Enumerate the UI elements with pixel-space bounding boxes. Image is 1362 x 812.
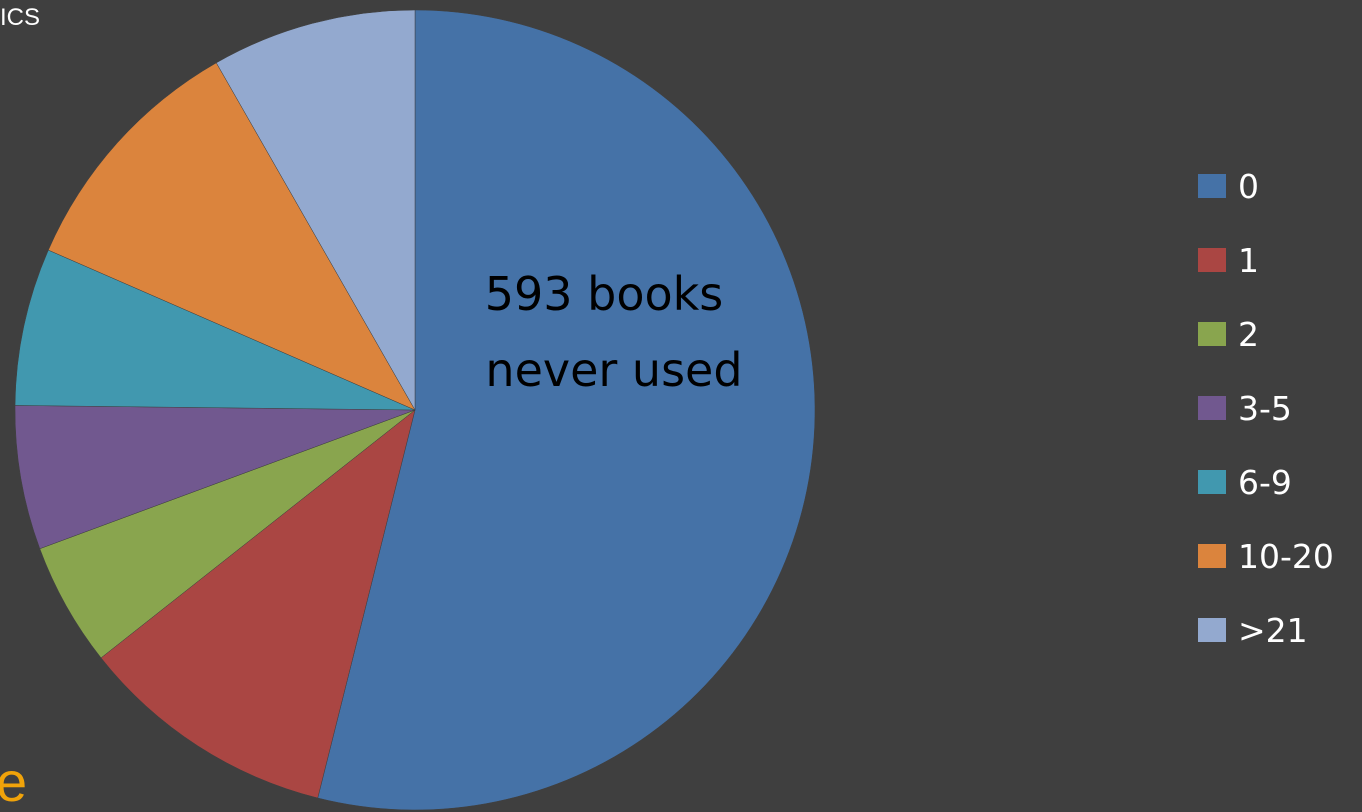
footer-fragment-text: e (0, 750, 28, 812)
legend-item: 3-5 (1198, 388, 1334, 428)
legend-item: >21 (1198, 610, 1334, 650)
legend-item: 1 (1198, 240, 1334, 280)
pie-slice-1 (100, 409, 416, 799)
pie-slice-21 (215, 9, 416, 411)
legend-swatch (1198, 174, 1226, 198)
legend-item: 0 (1198, 166, 1334, 206)
header-fragment-text: ICS (0, 4, 41, 31)
chart-legend: 0 1 2 3-5 6-9 10-20 >21 (1198, 166, 1334, 686)
legend-label: 0 (1238, 166, 1259, 206)
legend-swatch (1198, 396, 1226, 420)
legend-item: 2 (1198, 314, 1334, 354)
legend-label: 3-5 (1238, 388, 1292, 428)
pie-chart: 593 books never used (14, 9, 816, 811)
legend-label: 6-9 (1238, 462, 1292, 502)
pie-slices (14, 9, 816, 811)
legend-swatch (1198, 618, 1226, 642)
legend-swatch (1198, 544, 1226, 568)
legend-swatch (1198, 322, 1226, 346)
legend-label: >21 (1238, 610, 1308, 650)
legend-label: 2 (1238, 314, 1259, 354)
legend-item: 6-9 (1198, 462, 1334, 502)
legend-item: 10-20 (1198, 536, 1334, 576)
pie-slice-0 (317, 9, 816, 811)
pie-slice-10-20 (48, 62, 416, 411)
legend-label: 1 (1238, 240, 1259, 280)
pie-annotation-line-2: never used (485, 343, 742, 397)
legend-label: 10-20 (1238, 536, 1334, 576)
pie-slice-3-5 (14, 405, 416, 550)
legend-swatch (1198, 470, 1226, 494)
pie-slice-6-9 (14, 249, 416, 411)
pie-annotation-line-1: 593 books (485, 267, 724, 321)
legend-swatch (1198, 248, 1226, 272)
